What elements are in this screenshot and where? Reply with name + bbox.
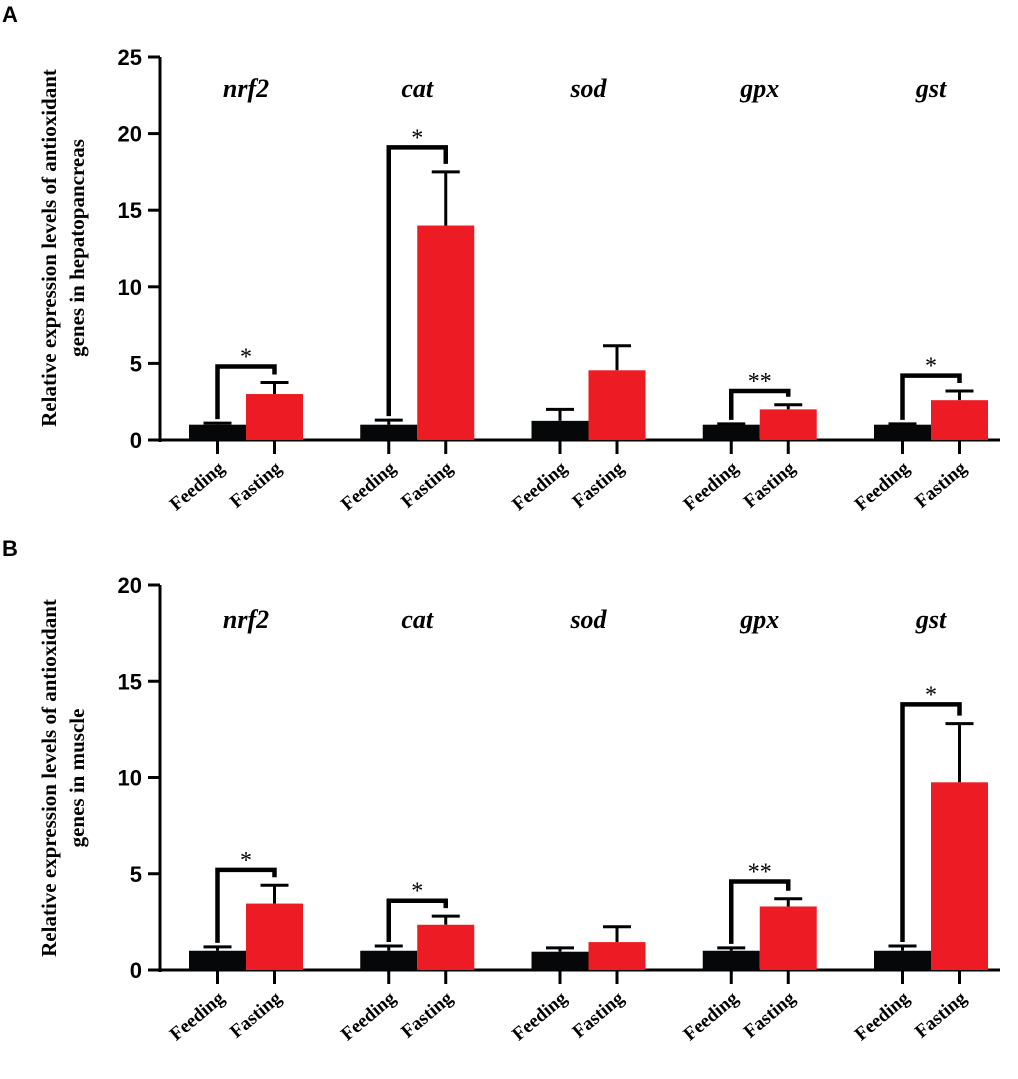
significance-label: **: [748, 369, 772, 395]
x-tick-label: Fasting: [397, 987, 457, 1042]
x-tick-label: Feeding: [508, 987, 571, 1045]
x-tick-label: Feeding: [166, 457, 229, 515]
y-tick-label: 0: [130, 958, 142, 983]
y-tick-label: 5: [130, 862, 142, 887]
bar-sod-feeding: [531, 951, 589, 970]
y-tick-label: 20: [118, 122, 142, 147]
significance-bracket: [386, 898, 448, 942]
significance-bracket: [215, 867, 277, 943]
bar-gpx-fasting: [759, 409, 817, 440]
group-label-gpx: gpx: [739, 605, 779, 634]
bar-cat-fasting: [417, 924, 475, 970]
x-tick-label: Fasting: [226, 987, 286, 1042]
x-tick-label: Fasting: [911, 457, 971, 512]
x-tick-label: Feeding: [166, 987, 229, 1045]
bar-cat-fasting: [417, 225, 475, 440]
significance-label: *: [411, 879, 423, 905]
significance-bracket: [729, 879, 791, 944]
panel-letter: A: [2, 2, 18, 27]
x-tick-label: Feeding: [337, 457, 400, 515]
x-tick-label: Feeding: [337, 987, 400, 1045]
y-tick-label: 15: [118, 669, 142, 694]
x-tick-label: Fasting: [740, 457, 800, 512]
significance-label: *: [925, 354, 937, 380]
x-tick-label: Fasting: [569, 457, 629, 512]
significance-label: **: [748, 859, 772, 885]
bar-gst-feeding: [874, 950, 931, 970]
x-tick-label: Feeding: [508, 457, 571, 515]
bar-gst-fasting: [931, 400, 988, 440]
x-tick-label: Fasting: [397, 457, 457, 512]
y-axis-title: genes in muscle: [65, 709, 89, 848]
y-tick-label: 25: [118, 45, 142, 70]
y-tick-label: 20: [118, 573, 142, 598]
bar-cat-feeding: [360, 424, 418, 440]
bar-gpx-feeding: [702, 424, 760, 440]
x-tick-label: Feeding: [851, 457, 914, 515]
x-tick-label: Feeding: [680, 987, 743, 1045]
group-label-sod: sod: [569, 74, 607, 103]
group-label-gst: gst: [915, 605, 947, 634]
significance-label: *: [240, 344, 252, 370]
bar-nrf2-feeding: [189, 424, 246, 440]
panel-b: B Relative expression levels of antioxida…: [2, 536, 1000, 1045]
x-tick-label: Fasting: [740, 987, 800, 1042]
y-tick-label: 10: [118, 275, 142, 300]
group-label-cat: cat: [401, 74, 434, 103]
x-tick-label: Fasting: [569, 987, 629, 1042]
bar-sod-fasting: [588, 370, 646, 440]
y-axis-title: Relative expression levels of antioxidan…: [37, 599, 61, 957]
significance-bracket: [900, 373, 962, 420]
x-tick-label: Fasting: [911, 987, 971, 1042]
bar-gpx-feeding: [702, 950, 760, 970]
group-label-gpx: gpx: [739, 74, 779, 103]
x-tick-label: Feeding: [851, 987, 914, 1045]
bar-nrf2-fasting: [246, 903, 303, 970]
y-axis-title: Relative expression levels of antioxidan…: [37, 69, 61, 427]
bar-gst-fasting: [931, 782, 988, 970]
bar-sod-fasting: [588, 942, 646, 970]
significance-bracket: [386, 145, 448, 417]
y-tick-label: 5: [130, 351, 142, 376]
group-label-cat: cat: [401, 605, 434, 634]
bar-cat-feeding: [360, 950, 418, 970]
bar-gpx-fasting: [759, 906, 817, 970]
x-tick-label: Feeding: [680, 457, 743, 515]
group-label-nrf2: nrf2: [223, 605, 269, 634]
significance-bracket: [900, 702, 962, 942]
significance-label: *: [240, 848, 252, 874]
y-tick-label: 10: [118, 766, 142, 791]
bar-gst-feeding: [874, 424, 931, 440]
group-label-sod: sod: [569, 605, 607, 634]
bar-nrf2-fasting: [246, 394, 303, 440]
significance-label: *: [411, 125, 423, 151]
significance-bracket: [729, 388, 791, 420]
panel-letter: B: [2, 536, 18, 561]
group-label-nrf2: nrf2: [223, 74, 269, 103]
bar-nrf2-feeding: [189, 950, 246, 970]
panel-a: A Relative expression levels of antioxida…: [2, 2, 1000, 515]
y-tick-label: 15: [118, 198, 142, 223]
y-axis-title: genes in hepatopancreas: [65, 139, 89, 357]
group-label-gst: gst: [915, 74, 947, 103]
significance-label: *: [925, 682, 937, 708]
bar-sod-feeding: [531, 420, 589, 440]
significance-bracket: [215, 364, 277, 420]
y-tick-label: 0: [130, 428, 142, 453]
x-tick-label: Fasting: [226, 457, 286, 512]
